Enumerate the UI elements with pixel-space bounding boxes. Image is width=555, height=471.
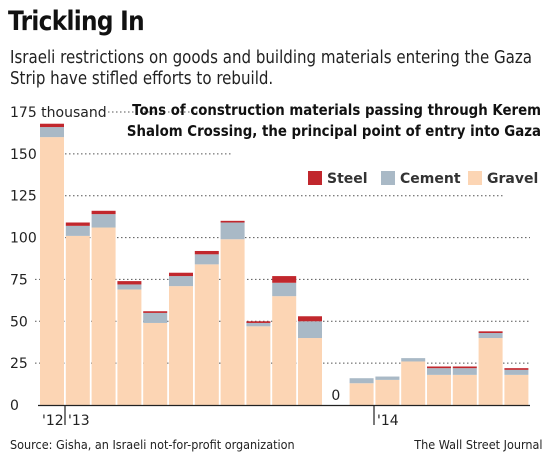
y-tick-label: 150 <box>10 147 37 163</box>
bar-steel <box>65 222 90 226</box>
bar-gravel <box>375 379 400 405</box>
bar-cement <box>65 225 90 236</box>
bar-steel <box>504 368 529 370</box>
credit: The Wall Street Journal <box>414 437 543 452</box>
y-tick-label: 175 thousand <box>10 105 107 121</box>
x-tick-label: '12 <box>42 413 64 429</box>
legend: Steel Cement Gravel <box>308 171 538 187</box>
bar-gravel <box>117 289 142 405</box>
bar-steel <box>272 276 297 283</box>
bar-gravel <box>401 361 426 405</box>
bar-gravel <box>143 322 168 405</box>
bar-cement <box>117 284 142 290</box>
bar-cement <box>40 127 64 138</box>
bar-gravel <box>220 239 245 405</box>
bar-gravel <box>169 286 193 405</box>
legend-swatch-gravel <box>468 171 482 185</box>
x-tick-label: '13 <box>68 413 90 429</box>
bar-gravel <box>91 227 116 405</box>
bar-cement <box>194 254 219 265</box>
x-axis: '12'13 '14 <box>38 404 530 429</box>
chart-title: Tons of construction materials passing t… <box>126 101 541 140</box>
zero-value-label: 0 <box>331 388 340 404</box>
gridlines <box>35 111 530 364</box>
bar-gravel <box>65 235 90 405</box>
bar-steel <box>40 123 64 128</box>
bar-cement <box>427 368 451 375</box>
bar-steel <box>91 210 116 215</box>
bar-gravel <box>478 338 503 405</box>
bar-steel <box>246 321 271 323</box>
bar-steel <box>143 311 168 313</box>
bar-steel <box>220 220 245 223</box>
bar-gravel <box>427 374 451 405</box>
y-axis-labels: 0 25 50 75 100 125 150 175 thousand <box>10 105 107 414</box>
x-tick-label: '14 <box>377 413 399 429</box>
bar-steel <box>478 331 503 334</box>
bar-gravel <box>272 296 297 405</box>
y-tick-label: 25 <box>10 356 28 372</box>
y-tick-label: 0 <box>10 398 19 414</box>
legend-swatch-cement <box>381 171 395 185</box>
bar-gravel <box>194 264 219 405</box>
legend-swatch-steel <box>308 171 322 185</box>
bars: 0 <box>40 123 529 405</box>
legend-label-cement: Cement <box>400 171 461 187</box>
bar-steel <box>298 316 322 322</box>
bar-cement <box>504 369 529 375</box>
bar-gravel <box>452 374 477 405</box>
bar-gravel <box>246 326 271 405</box>
bar-gravel <box>40 137 64 405</box>
bar-steel <box>427 366 451 369</box>
bar-gravel <box>504 374 529 405</box>
bar-gravel <box>349 383 374 405</box>
bar-cement <box>169 276 193 287</box>
legend-label-gravel: Gravel <box>487 171 538 187</box>
bar-steel <box>194 250 219 255</box>
y-tick-label: 125 <box>10 189 37 205</box>
bar-gravel <box>298 338 322 405</box>
y-tick-label: 100 <box>10 231 37 247</box>
y-tick-label: 75 <box>10 272 28 288</box>
bar-cement <box>220 222 245 240</box>
bar-cement <box>478 333 503 339</box>
source-note: Source: Gisha, an Israeli not-for-profit… <box>10 437 295 452</box>
headline: Trickling In <box>8 6 145 37</box>
bar-steel <box>169 272 193 277</box>
bar-cement <box>298 321 322 339</box>
bar-cement <box>375 376 400 380</box>
bar-cement <box>401 358 426 362</box>
bar-steel <box>117 281 142 285</box>
bar-cement <box>246 322 271 327</box>
bar-steel <box>452 366 477 369</box>
bar-cement <box>143 312 168 323</box>
subhead: Israeli restrictions on goods and buildi… <box>10 48 533 89</box>
y-tick-label: 50 <box>10 314 28 330</box>
bar-cement <box>91 214 116 228</box>
bar-cement <box>272 282 297 297</box>
bar-cement <box>452 368 477 375</box>
bar-cement <box>349 378 374 384</box>
legend-label-steel: Steel <box>327 171 368 187</box>
